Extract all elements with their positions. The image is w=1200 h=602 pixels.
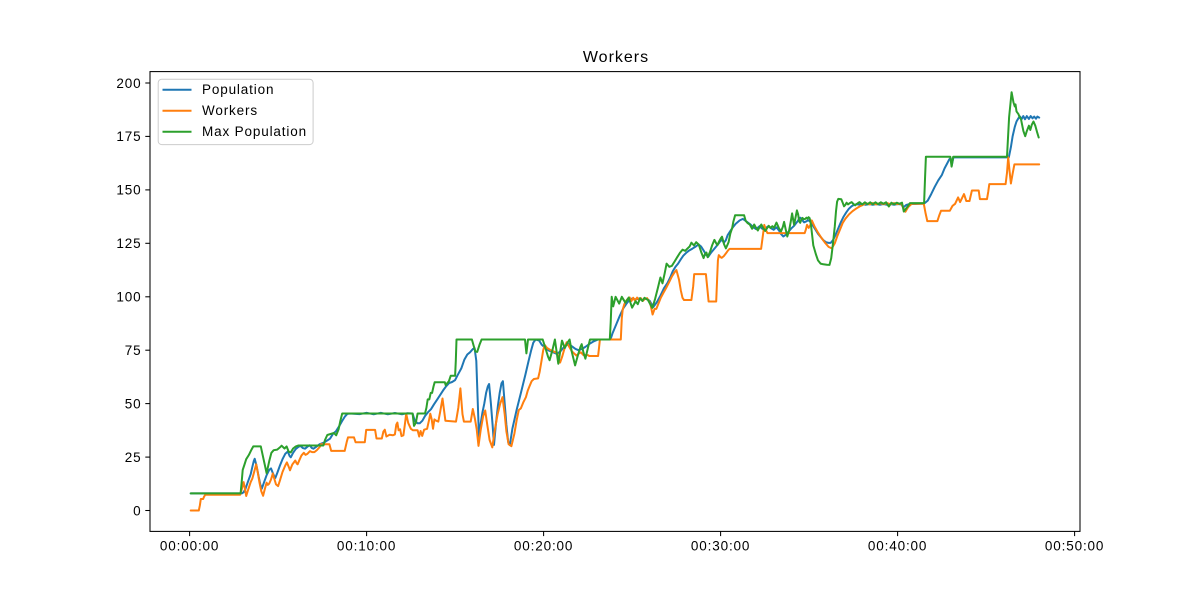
svg-text:00:30:00: 00:30:00 [691,539,750,554]
svg-text:00:40:00: 00:40:00 [868,539,927,554]
svg-text:175: 175 [116,129,141,144]
svg-text:75: 75 [125,343,142,358]
svg-text:Workers: Workers [583,49,649,66]
svg-text:00:20:00: 00:20:00 [514,539,573,554]
svg-text:125: 125 [116,236,141,251]
svg-text:25: 25 [125,450,142,465]
svg-text:00:10:00: 00:10:00 [337,539,396,554]
svg-text:150: 150 [116,183,141,198]
svg-text:100: 100 [116,290,141,305]
svg-text:Max Population: Max Population [202,124,307,139]
svg-text:00:00:00: 00:00:00 [160,539,219,554]
svg-text:0: 0 [133,503,141,518]
svg-text:Population: Population [202,82,274,97]
svg-text:00:50:00: 00:50:00 [1045,539,1104,554]
svg-text:50: 50 [125,396,142,411]
svg-text:Workers: Workers [202,103,258,118]
svg-text:200: 200 [116,76,141,91]
